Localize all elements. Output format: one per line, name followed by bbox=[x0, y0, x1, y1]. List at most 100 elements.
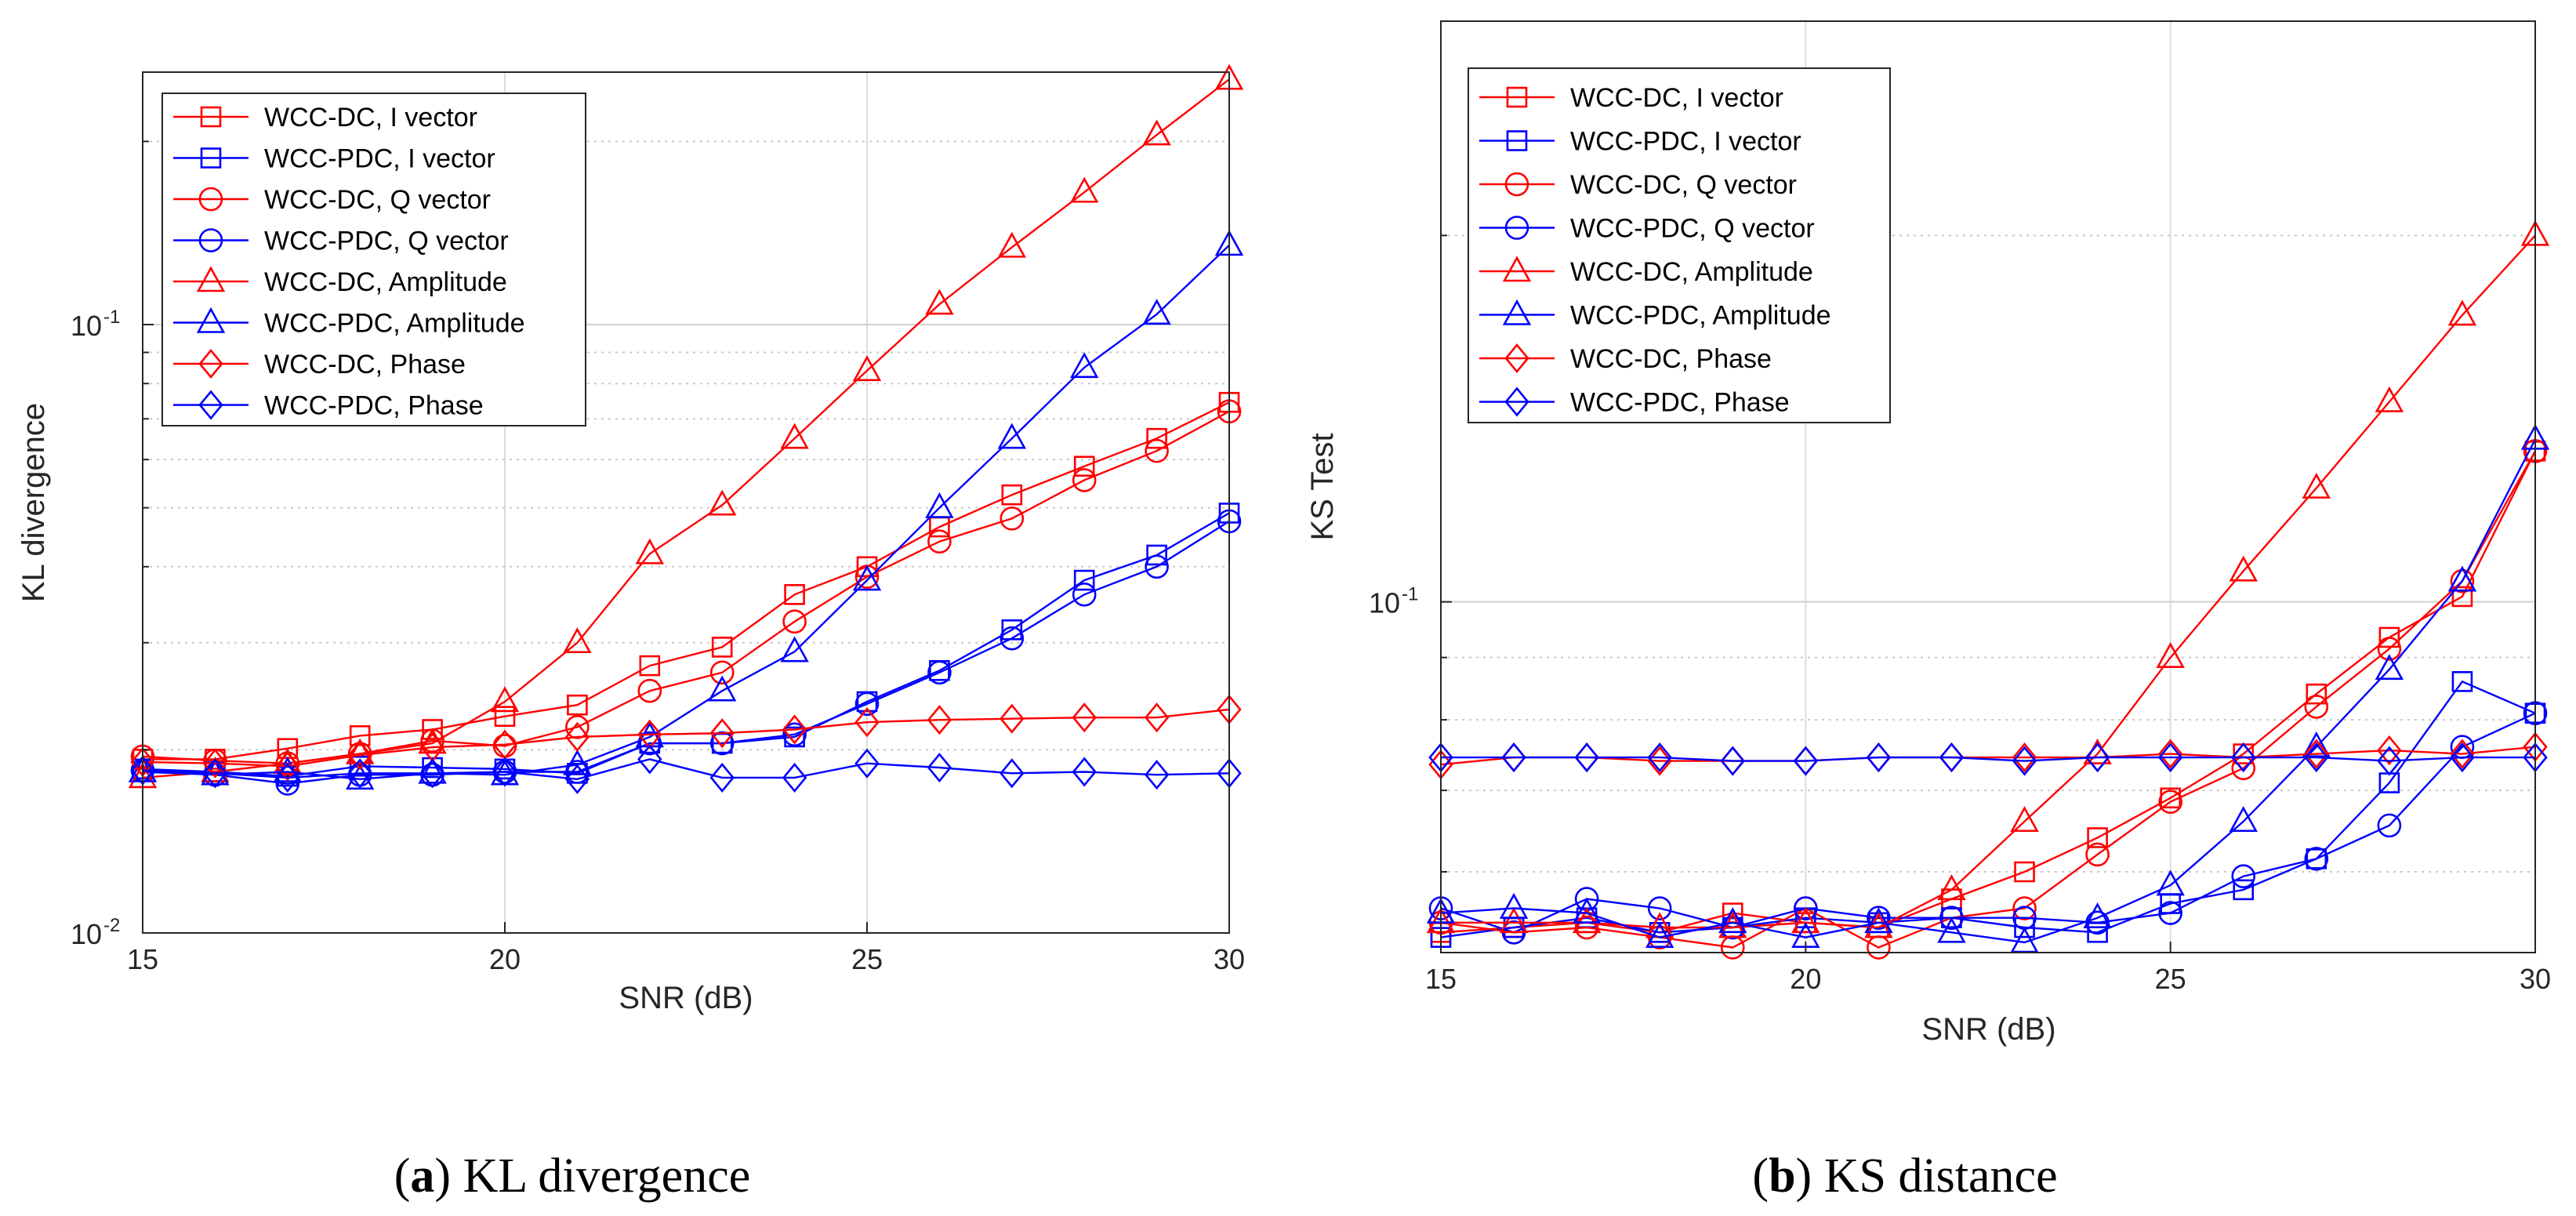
panel-a-series-4-point bbox=[563, 627, 592, 654]
panel-b-xtick-label-30: 30 bbox=[2520, 963, 2551, 995]
caption-b-text: KS distance bbox=[1824, 1149, 2058, 1203]
panel-b-ytick-exp-0: -1 bbox=[1402, 584, 1418, 605]
caption-b-label: b bbox=[1769, 1149, 1795, 1203]
panel-a-series-3-point bbox=[1145, 554, 1169, 579]
panel-b-legend-swatch-marker bbox=[1504, 343, 1529, 374]
panel-b-series-5-point bbox=[1864, 907, 1893, 934]
panel-b-legend-entry-5: WCC-PDC, Amplitude bbox=[1479, 299, 1831, 331]
caption-a-text: KL divergence bbox=[463, 1149, 751, 1203]
panel-b-legend-box bbox=[1468, 67, 1891, 423]
panel-a-legend-label-5: WCC-PDC, Amplitude bbox=[264, 309, 525, 339]
panel-b-series-7-point bbox=[2450, 742, 2475, 773]
panel-a-series-1-point bbox=[1073, 569, 1095, 591]
panel-a-series-5-point bbox=[1142, 299, 1171, 325]
panel-a-series-6-point bbox=[854, 707, 880, 738]
panel-b-series-0-point bbox=[2451, 586, 2473, 608]
panel-a-series-4-point bbox=[1069, 176, 1099, 203]
panel-a-legend-label-1: WCC-PDC, I vector bbox=[264, 144, 495, 174]
panel-b-series-5-point bbox=[1718, 907, 1747, 934]
panel-b-series-5-point bbox=[1499, 892, 1529, 919]
panel-a-legend-label-6: WCC-DC, Phase bbox=[264, 350, 466, 379]
panel-b-legend-swatch-marker bbox=[1504, 172, 1529, 197]
panel-b-legend-swatch-marker bbox=[1506, 86, 1528, 108]
panel-a-series-6-point bbox=[564, 721, 590, 753]
panel-a-series-0-point bbox=[349, 725, 371, 746]
panel-a-series-5-point bbox=[273, 756, 303, 782]
panel-a-series-2-point bbox=[709, 660, 735, 685]
panel-b-xtick-label-20: 20 bbox=[1790, 963, 1821, 995]
panel-a-legend-swatch-marker bbox=[196, 266, 226, 292]
panel-a-legend-swatch-marker bbox=[200, 147, 222, 169]
panel-b-series-4-point bbox=[1937, 874, 1966, 901]
panel-a-series-7-point bbox=[709, 762, 735, 793]
panel-b-series-3-point bbox=[1939, 906, 1964, 930]
panel-a-legend-label-0: WCC-DC, I vector bbox=[264, 103, 477, 132]
panel-a-legend-swatch-marker bbox=[196, 307, 226, 333]
panel-b-legend-swatch-marker bbox=[1502, 299, 1532, 325]
panel-a-series-6-point bbox=[927, 705, 952, 735]
panel-b-series-0-line bbox=[1440, 450, 2537, 934]
panel-b-series-4-point bbox=[2302, 472, 2331, 499]
panel-b-series-4-point bbox=[2447, 299, 2477, 326]
panel-a-x-axis-label: SNR (dB) bbox=[619, 981, 753, 1015]
panel-a-grid bbox=[143, 72, 1229, 933]
panel-b-legend-label-6: WCC-DC, Phase bbox=[1570, 344, 1772, 374]
panel-b-xtick-label-15: 15 bbox=[1425, 963, 1457, 995]
panel-a-ytick-exp-0: -2 bbox=[103, 915, 120, 936]
panel-b-x-ticks: 15 20 25 30 bbox=[1425, 942, 2551, 995]
panel-a-legend-box bbox=[161, 93, 586, 427]
panel-b-series-3-point bbox=[1867, 906, 1891, 930]
panel-a-series-6-point bbox=[709, 718, 735, 749]
panel-a-series-7-point bbox=[1144, 760, 1170, 790]
panel-a-series-5-point bbox=[780, 636, 809, 662]
panel-b-series-5-point bbox=[2302, 731, 2331, 757]
panel-a-series-0-point bbox=[1001, 484, 1023, 506]
panel-b-grid bbox=[1441, 21, 2535, 953]
panel-a-series-0-point bbox=[1073, 456, 1095, 477]
panel-b-series-0-point bbox=[2378, 626, 2400, 648]
panel-b-series-0-point bbox=[2014, 861, 2035, 883]
panel-b-series-0-point bbox=[2306, 683, 2327, 705]
panel-b-series-6-point bbox=[2012, 742, 2037, 773]
panel-b-series-6-line bbox=[1440, 746, 2536, 766]
panel-b-series-7-line bbox=[1441, 756, 2535, 762]
panel-b-series-5-point bbox=[1645, 921, 1674, 948]
panel-b-series-4-point bbox=[2156, 641, 2185, 668]
panel-a-series-7-point bbox=[419, 758, 445, 789]
panel-a-series-0-line bbox=[143, 401, 1230, 760]
panel-a-legend-label-7: WCC-PDC, Phase bbox=[264, 391, 484, 421]
panel-b-series-3-point bbox=[1647, 896, 1672, 920]
panel-a-series-6-point bbox=[637, 719, 662, 750]
panel-a-series-4-point bbox=[490, 686, 520, 713]
panel-a-series-1-point bbox=[1146, 544, 1167, 566]
panel-b-series-2-point bbox=[2085, 842, 2110, 867]
panel-b-series-6-point bbox=[2450, 739, 2475, 769]
panel-a-series-7-point bbox=[1072, 757, 1097, 787]
panel-a-series-2-point bbox=[565, 715, 590, 739]
panel-b-legend-label-7: WCC-PDC, Phase bbox=[1570, 388, 1790, 418]
panel-b-y-axis-label: KS Test bbox=[1305, 433, 1340, 540]
caption-b: (b) KS distance bbox=[1752, 1149, 2057, 1203]
panel-b-series-6-point bbox=[2377, 735, 2402, 766]
panel-b-legend-swatch-marker bbox=[1506, 130, 1528, 151]
panel-b-series-7-point bbox=[1793, 746, 1819, 776]
panel-a-legend-swatch-marker bbox=[198, 187, 223, 212]
panel-b-axes-box bbox=[1440, 20, 2536, 953]
panel-a-legend-entry-4: WCC-DC, Amplitude bbox=[173, 266, 507, 297]
panel-a-series-5-point bbox=[563, 749, 592, 775]
panel-a-series-2-point bbox=[782, 609, 807, 634]
panel-a-series-5-point bbox=[852, 564, 882, 591]
panel-a-series-6-line bbox=[142, 708, 1230, 768]
panel-b-legend-entry-4: WCC-DC, Amplitude bbox=[1479, 256, 1813, 287]
panel-b-ks-distance: 15 20 25 30 10 -1 SNR (dB) KS Test WCC-DC, I… bbox=[1305, 20, 2551, 1047]
panel-a-legend-swatch-marker bbox=[198, 390, 223, 420]
panel-b-series-3-line bbox=[1440, 712, 2536, 934]
panel-b-series-1-point bbox=[2306, 848, 2327, 869]
panel-a-ytick-exp-1: -1 bbox=[103, 307, 120, 328]
panel-a-series-7-point bbox=[927, 753, 952, 783]
panel-a-series-0-point bbox=[1146, 427, 1167, 449]
panel-a-series-4-point bbox=[707, 489, 737, 516]
panel-a-legend: WCC-DC, I vector WCC-PDC, I vector WCC-DC,… bbox=[161, 93, 586, 427]
panel-a-series-7-point bbox=[782, 762, 807, 793]
